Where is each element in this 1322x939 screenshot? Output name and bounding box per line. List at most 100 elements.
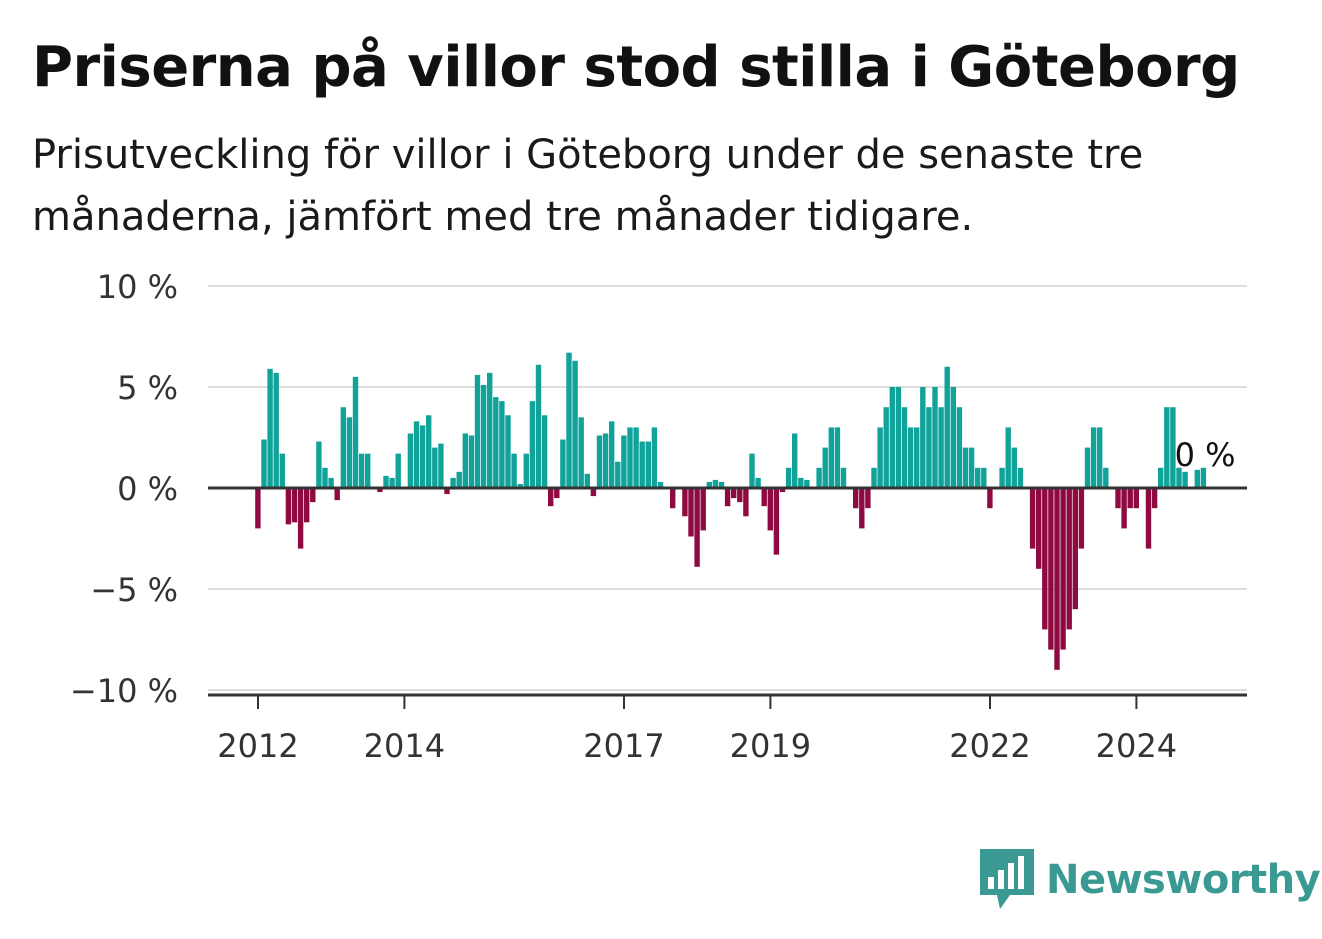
bar [1078, 488, 1085, 549]
bar [895, 387, 902, 488]
bar [1200, 467, 1207, 488]
bar [889, 387, 895, 488]
bar [865, 488, 871, 509]
bar [578, 417, 584, 488]
bar [761, 488, 767, 507]
bar [877, 427, 883, 488]
bar [462, 433, 468, 488]
bar [1097, 427, 1103, 488]
bar [407, 433, 414, 488]
bar [560, 439, 566, 488]
bar [688, 488, 694, 537]
bar [792, 433, 798, 488]
bar [962, 447, 969, 488]
bar [1066, 488, 1072, 630]
bar [834, 427, 841, 488]
bar [541, 415, 548, 488]
bar [304, 488, 310, 523]
bar [395, 453, 401, 488]
x-tick-label: 2012 [217, 727, 298, 765]
bar [822, 447, 828, 488]
bar [584, 473, 590, 488]
bar [950, 387, 956, 488]
bar [1029, 488, 1036, 549]
bar [596, 435, 603, 488]
x-tick-label: 2014 [364, 727, 445, 765]
bar [590, 488, 597, 497]
bar [358, 453, 365, 488]
bar [712, 479, 719, 488]
bar [1176, 467, 1182, 488]
bar [419, 425, 426, 488]
bar [670, 488, 676, 509]
x-tick-label: 2017 [583, 727, 664, 765]
bar [432, 447, 438, 488]
y-tick-label: 0 % [117, 470, 178, 508]
bar [938, 407, 944, 488]
bar [554, 488, 560, 499]
chart-subtitle: Prisutveckling för villor i Göteborg und… [32, 132, 1144, 240]
bar [1090, 427, 1097, 488]
bar [444, 488, 450, 495]
bar [785, 467, 792, 488]
bar [334, 488, 340, 501]
y-tick-label: −10 % [70, 672, 178, 710]
bar [572, 360, 578, 488]
axes: 10 % 5 % 0 % −5 % −10 % 2012 2014 2017 2019 2022 2… [70, 268, 1247, 765]
bar [944, 366, 950, 488]
bar [883, 407, 889, 488]
bar [615, 461, 621, 488]
bar [340, 407, 346, 488]
bar [365, 453, 371, 488]
bar [468, 435, 475, 488]
bar [1072, 488, 1078, 610]
bar [627, 427, 633, 488]
bar [383, 475, 389, 488]
bar [346, 417, 353, 488]
y-tick-label: −5 % [90, 571, 178, 609]
bar [968, 447, 975, 488]
bar [798, 477, 804, 488]
bar [975, 467, 981, 488]
bar [871, 467, 877, 488]
bar [1054, 488, 1060, 670]
bar [981, 467, 987, 488]
newsworthy-logo: Newsworthy [980, 848, 1321, 912]
bar [1170, 407, 1176, 488]
bar [322, 467, 328, 488]
bar [749, 453, 755, 488]
bar [633, 427, 639, 488]
bar [316, 441, 322, 488]
bar [389, 477, 395, 488]
bar [1121, 488, 1127, 529]
bar [297, 488, 304, 549]
bar [1145, 488, 1152, 549]
bar [1084, 447, 1091, 488]
bars [255, 352, 1207, 670]
bar [456, 471, 462, 488]
bar [413, 421, 420, 488]
bar [926, 407, 932, 488]
bar [438, 443, 444, 488]
bar [1017, 467, 1024, 488]
bar [566, 352, 572, 488]
bar [602, 433, 609, 488]
bar [621, 435, 627, 488]
bar [523, 453, 529, 488]
bar [1115, 488, 1121, 509]
bar [767, 488, 773, 531]
bar [310, 488, 316, 503]
x-tick-label: 2019 [730, 727, 811, 765]
bar [859, 488, 865, 529]
bar [480, 384, 487, 488]
bar [816, 467, 822, 488]
bar [737, 488, 743, 503]
bar [694, 488, 700, 567]
bar [804, 479, 810, 488]
bar [1133, 488, 1139, 509]
bar [645, 441, 651, 488]
bar [932, 387, 938, 488]
bar [840, 467, 847, 488]
bar [1194, 469, 1200, 488]
bar [956, 407, 963, 488]
